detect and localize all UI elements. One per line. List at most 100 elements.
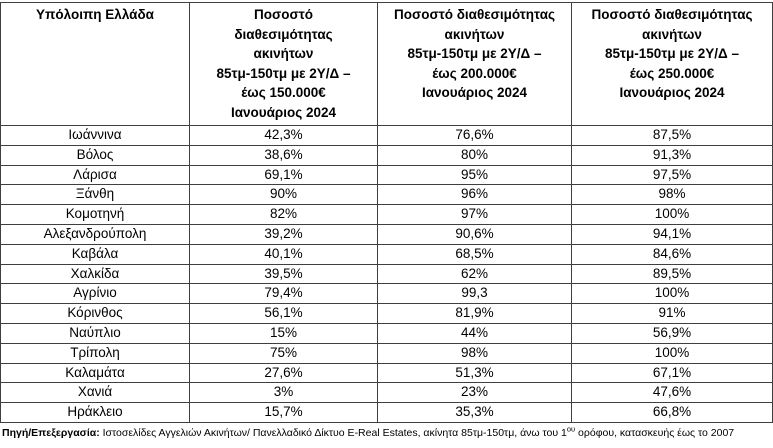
value-cell-200k: 44%	[377, 322, 572, 344]
value-cell-250k: 100%	[571, 204, 773, 225]
value-cell-150k: 39,2%	[189, 223, 378, 245]
header-line: Ποσοστό διαθεσιμότητας	[591, 7, 753, 22]
value-cell-200k: 80%	[377, 144, 572, 166]
city-cell: Λάρισα	[0, 164, 190, 186]
value-cell-200k: 90,6%	[377, 223, 572, 245]
table-row: Καλαμάτα 27,6% 51,3% 67,1%	[0, 362, 773, 384]
value-cell-250k: 91%	[571, 303, 773, 324]
value-cell-150k: 38,6%	[189, 144, 378, 166]
source-note-text-end: ορόφου, κατασκευής έως το 2007	[575, 426, 735, 439]
city-cell: Χαλκίδα	[0, 263, 190, 285]
header-line: Ιανουάριος 2024	[421, 85, 528, 100]
value-cell-250k: 94,1%	[571, 223, 773, 245]
table-row: Κομοτηνή 82% 97% 100%	[0, 204, 773, 225]
value-cell-200k: 35,3%	[377, 402, 572, 423]
value-cell-250k: 98%	[571, 184, 773, 206]
header-line: έως 150.000€	[241, 85, 326, 100]
col-header-150k: Ποσοστό διαθεσιμότητας ακινήτων 85τμ-150τμ …	[189, 2, 378, 126]
table-row: Λάρισα 69,1% 95% 97,5%	[0, 164, 773, 186]
value-cell-200k: 95%	[377, 164, 572, 186]
table-row: Ιωάννινα 42,3% 76,6% 87,5%	[0, 125, 773, 146]
header-line: Ιανουάριος 2024	[619, 85, 725, 100]
source-note-text: Ιστοσελίδες Αγγελιών Ακινήτων/ Πανελλαδι…	[99, 426, 567, 439]
table-row: Κόρινθος 56,1% 81,9% 91%	[0, 303, 773, 324]
header-row: Υπόλοιπη Ελλάδα Ποσοστό διαθεσιμότητας ακι…	[0, 2, 773, 126]
col-header-200k: Ποσοστό διαθεσιμότητας ακινήτων 85τμ-150τμ…	[377, 2, 572, 126]
value-cell-200k: 98%	[377, 342, 572, 364]
value-cell-200k: 51,3%	[377, 362, 572, 384]
value-cell-200k: 62%	[377, 263, 572, 285]
value-cell-200k: 76,6%	[377, 125, 572, 146]
city-cell: Καλαμάτα	[0, 362, 190, 384]
value-cell-250k: 97,5%	[571, 164, 773, 186]
value-cell-250k: 67,1%	[571, 362, 773, 384]
header-line: Ποσοστό διαθεσιμότητας	[393, 7, 556, 22]
table-row: Αλεξανδρούπολη 39,2% 90,6% 94,1%	[0, 223, 773, 245]
city-cell: Καβάλα	[0, 243, 190, 265]
value-cell-250k: 87,5%	[571, 125, 773, 146]
city-cell: Ιωάννινα	[0, 125, 190, 146]
header-line: Ιανουάριος 2024	[230, 104, 337, 120]
city-cell: Ναύπλιο	[0, 322, 190, 344]
city-cell: Αγρίνιο	[0, 283, 190, 305]
city-cell: Βόλος	[0, 144, 190, 166]
header-line: ακινήτων	[444, 26, 505, 42]
table-row: Ναύπλιο 15% 44% 56,9%	[0, 322, 773, 344]
header-line: Ποσοστό	[254, 7, 313, 22]
header-line: έως 200.000€	[432, 65, 517, 81]
source-note-superscript: ου	[566, 424, 576, 434]
city-cell: Κόρινθος	[0, 303, 190, 324]
value-cell-150k: 69,1%	[189, 164, 378, 186]
table-row: Αγρίνιο 79,4% 99,3 100%	[0, 283, 773, 305]
value-cell-150k: 15,7%	[189, 402, 378, 423]
value-cell-150k: 40,1%	[189, 243, 378, 265]
city-cell: Ηράκλειο	[0, 402, 190, 423]
value-cell-250k: 56,9%	[571, 322, 773, 344]
header-line: 85τμ-150τμ με 2Υ/Δ –	[407, 46, 542, 61]
value-cell-150k: 3%	[189, 382, 378, 404]
value-cell-250k: 100%	[571, 283, 773, 305]
value-cell-200k: 68,5%	[377, 243, 572, 265]
value-cell-200k: 81,9%	[377, 303, 572, 324]
value-cell-150k: 27,6%	[189, 362, 378, 384]
header-line: 85τμ-150τμ με 2Υ/Δ –	[216, 65, 351, 81]
header-line: ακινήτων	[642, 26, 702, 42]
header-line: ακινήτων	[253, 46, 314, 61]
value-cell-250k: 66,8%	[571, 402, 773, 423]
header-line: 85τμ-150τμ με 2Υ/Δ –	[605, 46, 739, 61]
city-cell: Τρίπολη	[0, 342, 190, 364]
value-cell-150k: 42,3%	[189, 125, 378, 146]
value-cell-250k: 91,3%	[571, 144, 773, 166]
table-row: Καβάλα 40,1% 68,5% 84,6%	[0, 243, 773, 265]
value-cell-250k: 100%	[571, 342, 773, 364]
header-line: διαθεσιμότητας	[234, 26, 333, 42]
value-cell-150k: 75%	[189, 342, 378, 364]
table-row: Χανιά 3% 23% 47,6%	[0, 382, 773, 404]
table-row: Ξάνθη 90% 96% 98%	[0, 184, 773, 206]
table-row: Ηράκλειο 15,7% 35,3% 66,8%	[0, 402, 773, 423]
value-cell-200k: 23%	[377, 382, 572, 404]
value-cell-150k: 39,5%	[189, 263, 378, 285]
availability-table: Υπόλοιπη Ελλάδα Ποσοστό διαθεσιμότητας ακι…	[0, 2, 773, 423]
value-cell-150k: 82%	[189, 204, 378, 225]
region-header: Υπόλοιπη Ελλάδα	[0, 2, 190, 126]
city-cell: Κομοτηνή	[0, 204, 190, 225]
value-cell-150k: 56,1%	[189, 303, 378, 324]
city-cell: Αλεξανδρούπολη	[0, 223, 190, 245]
table-row: Βόλος 38,6% 80% 91,3%	[0, 144, 773, 166]
table-row: Χαλκίδα 39,5% 62% 89,5%	[0, 263, 773, 285]
source-note: Πηγή/Επεξεργασία: Ιστοσελίδες Αγγελιών Α…	[0, 423, 773, 440]
city-cell: Ξάνθη	[0, 184, 190, 206]
col-header-250k: Ποσοστό διαθεσιμότητας ακινήτων 85τμ-150τμ…	[571, 2, 773, 126]
value-cell-200k: 97%	[377, 204, 572, 225]
source-note-label: Πηγή/Επεξεργασία:	[2, 426, 100, 439]
value-cell-250k: 89,5%	[571, 263, 773, 285]
city-cell: Χανιά	[0, 382, 190, 404]
value-cell-150k: 15%	[189, 322, 378, 344]
value-cell-200k: 99,3	[377, 283, 572, 305]
value-cell-250k: 47,6%	[571, 382, 773, 404]
header-line: έως 250.000€	[629, 65, 715, 81]
value-cell-150k: 79,4%	[189, 283, 378, 305]
value-cell-200k: 96%	[377, 184, 572, 206]
